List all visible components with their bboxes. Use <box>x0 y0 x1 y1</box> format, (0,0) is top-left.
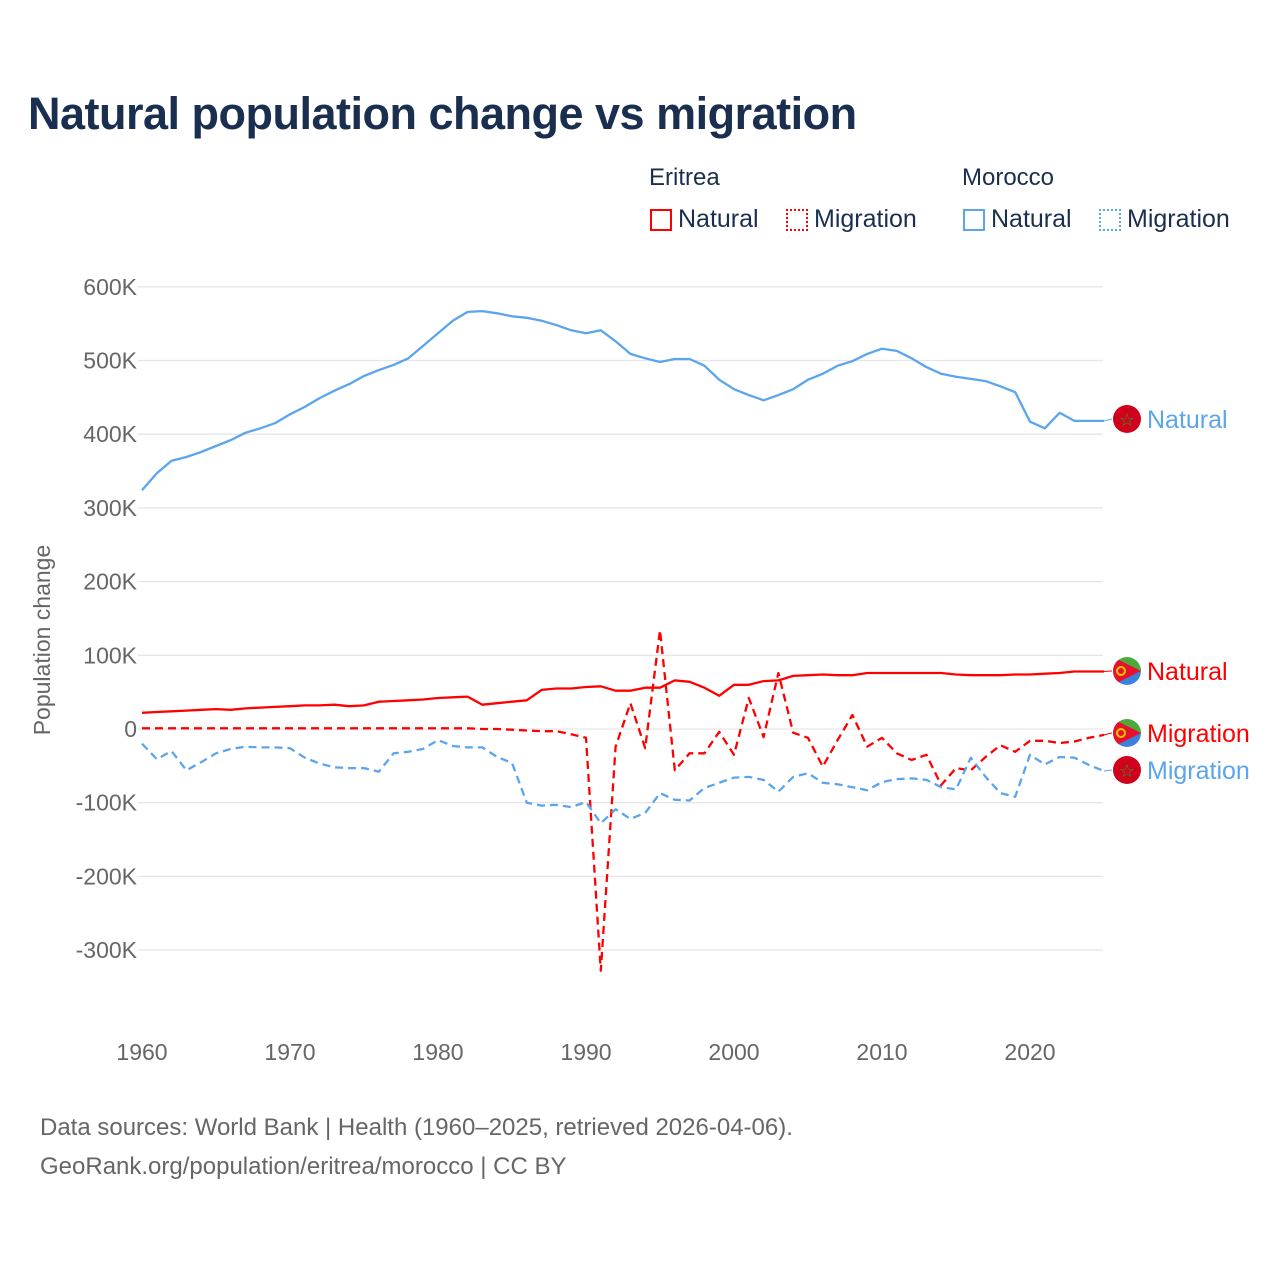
y-axis-label: Population change <box>29 545 55 736</box>
y-tick-label: 300K <box>83 495 137 521</box>
legend-label: Natural <box>678 205 759 233</box>
svg-text:☆: ☆ <box>1119 410 1135 430</box>
morocco-natural-line[interactable] <box>141 309 1104 491</box>
x-tick-label: 1960 <box>116 1039 167 1065</box>
legend-label: Migration <box>814 205 917 233</box>
legend-swatch-solid <box>963 208 985 231</box>
legend-eritrea-migration[interactable]: Migration <box>786 205 917 234</box>
y-tick-label: 200K <box>83 569 137 595</box>
legend-eritrea-natural[interactable]: Natural <box>650 205 759 234</box>
y-tick-label: 0 <box>124 716 137 742</box>
morocco-migration-line[interactable] <box>141 738 1105 825</box>
end-label-morocco-natural: Natural <box>1147 406 1228 434</box>
x-tick-label: 1990 <box>560 1039 611 1065</box>
end-label-eritrea-natural: Natural <box>1147 658 1228 686</box>
label-connector <box>1103 769 1113 772</box>
y-tick-label: 500K <box>83 348 137 374</box>
y-tick-label: -200K <box>76 863 138 889</box>
morocco-flag-icon: ☆ <box>1113 756 1141 784</box>
source-link[interactable]: GeoRank.org/population/eritrea/morocco |… <box>40 1153 567 1180</box>
legend-group-eritrea: Eritrea <box>649 164 720 191</box>
y-tick-label: 400K <box>83 421 137 447</box>
x-tick-label: 1980 <box>412 1039 463 1065</box>
x-tick-label: 1970 <box>264 1039 315 1065</box>
eritrea-flag-icon <box>1113 657 1141 685</box>
eritrea-migration-line[interactable] <box>142 629 1105 972</box>
legend-label: Migration <box>1127 205 1230 233</box>
y-tick-label: 600K <box>83 274 137 300</box>
svg-text:☆: ☆ <box>1119 761 1135 781</box>
label-connector <box>1103 732 1113 736</box>
legend-swatch-dotted <box>1099 208 1121 231</box>
label-connector <box>1103 670 1113 673</box>
footer: Data sources: World Bank | Health (1960–… <box>40 1108 793 1186</box>
legend-morocco-natural[interactable]: Natural <box>963 205 1072 234</box>
x-tick-label: 2020 <box>1004 1039 1055 1065</box>
y-tick-label: -300K <box>76 937 138 963</box>
end-label-morocco-migration: Migration <box>1147 757 1250 785</box>
morocco-flag-icon: ☆ <box>1113 405 1141 433</box>
x-tick-label: 2010 <box>856 1039 907 1065</box>
legend-morocco-migration[interactable]: Migration <box>1099 205 1230 234</box>
y-tick-label: -100K <box>76 790 138 816</box>
legend-swatch-dotted <box>786 208 808 231</box>
x-tick-label: 2000 <box>708 1039 759 1065</box>
chart-title: Natural population change vs migration <box>28 88 857 139</box>
legend-label: Natural <box>991 205 1072 233</box>
end-label-eritrea-migration: Migration <box>1147 720 1250 748</box>
legend-group-morocco: Morocco <box>962 164 1055 191</box>
y-tick-label: 100K <box>83 642 137 668</box>
data-sources: Data sources: World Bank | Health (1960–… <box>40 1114 793 1141</box>
eritrea-natural-line[interactable] <box>141 670 1104 714</box>
legend-swatch-solid <box>650 208 672 231</box>
eritrea-flag-icon <box>1113 719 1141 747</box>
label-connector <box>1103 418 1113 422</box>
